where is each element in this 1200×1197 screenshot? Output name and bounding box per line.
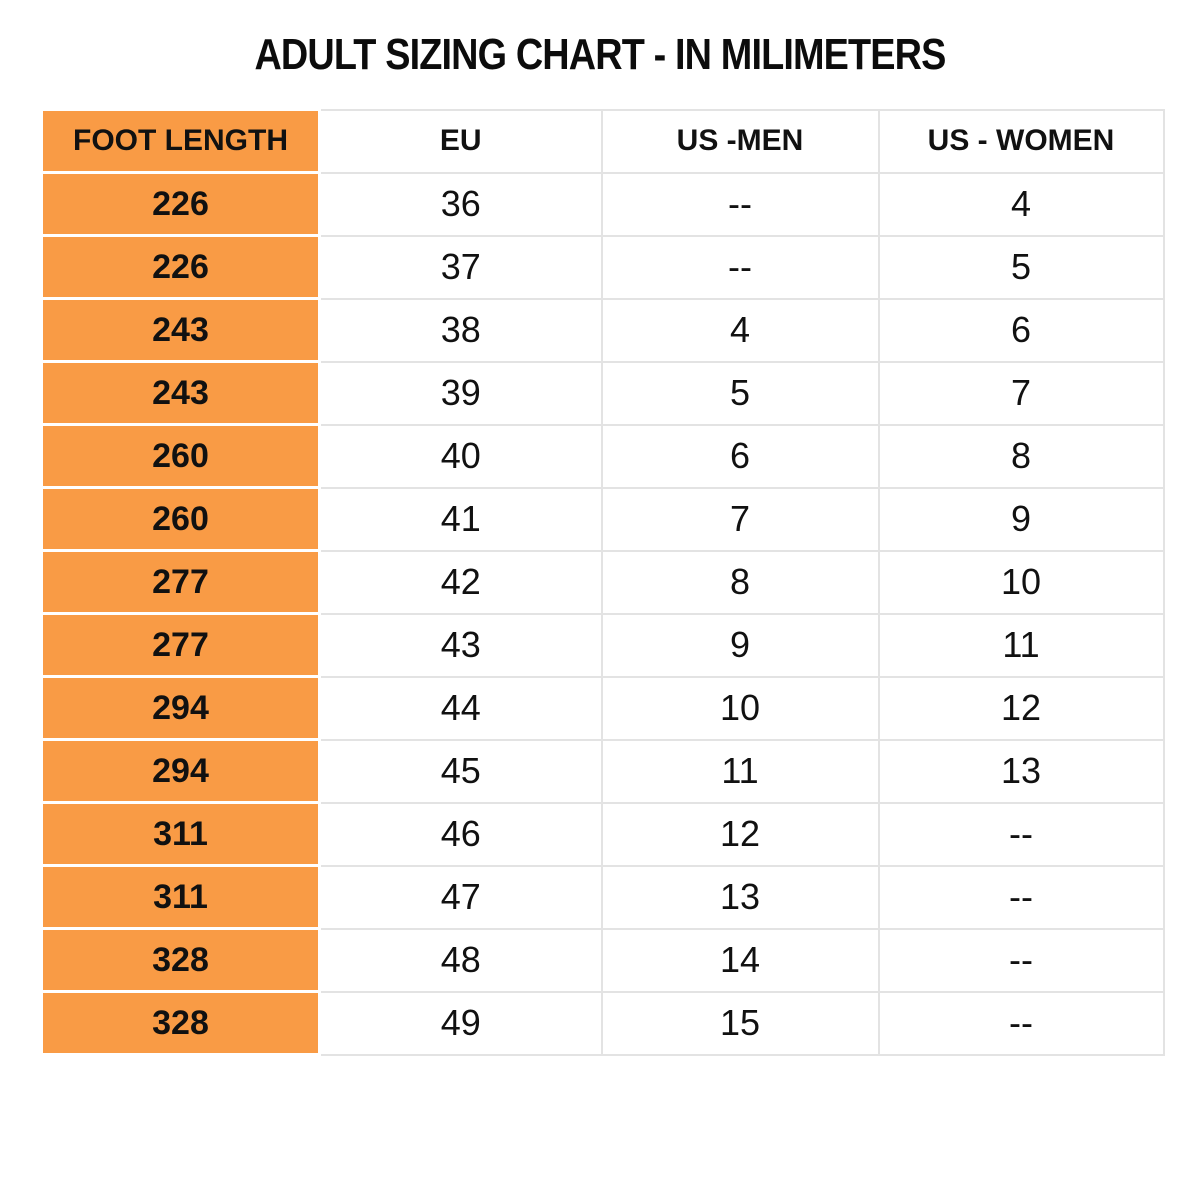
size-value-cell: 4	[877, 171, 1165, 237]
table-row: 311 47 13 --	[40, 864, 1165, 930]
table-row: 243 39 5 7	[40, 360, 1165, 426]
column-header-us-men: US -MEN	[600, 108, 880, 174]
table-row: 277 42 8 10	[40, 549, 1165, 615]
size-value-cell: 49	[318, 990, 603, 1056]
size-value-cell: --	[600, 234, 880, 300]
foot-length-cell: 226	[40, 171, 321, 237]
size-value-cell: 5	[600, 360, 880, 426]
header-row: FOOT LENGTH EU US -MEN US - WOMEN	[40, 108, 1165, 174]
size-value-cell: 6	[877, 297, 1165, 363]
size-value-cell: 40	[318, 423, 603, 489]
page-title: ADULT SIZING CHART - IN MILIMETERS	[254, 30, 946, 79]
table-row: 226 37 -- 5	[40, 234, 1165, 300]
size-value-cell: 13	[600, 864, 880, 930]
table-row: 328 48 14 --	[40, 927, 1165, 993]
size-value-cell: 12	[600, 801, 880, 867]
size-value-cell: 41	[318, 486, 603, 552]
foot-length-cell: 260	[40, 486, 321, 552]
foot-length-cell: 243	[40, 360, 321, 426]
size-value-cell: 8	[600, 549, 880, 615]
size-value-cell: 43	[318, 612, 603, 678]
size-value-cell: --	[877, 864, 1165, 930]
size-value-cell: 5	[877, 234, 1165, 300]
size-value-cell: 10	[877, 549, 1165, 615]
table-row: 277 43 9 11	[40, 612, 1165, 678]
size-value-cell: 9	[600, 612, 880, 678]
foot-length-cell: 311	[40, 864, 321, 930]
table-row: 243 38 4 6	[40, 297, 1165, 363]
sizing-table: FOOT LENGTH EU US -MEN US - WOMEN 226 36 -- 4 2…	[40, 108, 1165, 1056]
foot-length-cell: 277	[40, 612, 321, 678]
size-value-cell: 45	[318, 738, 603, 804]
foot-length-cell: 277	[40, 549, 321, 615]
size-value-cell: 7	[600, 486, 880, 552]
table-body: 226 36 -- 4 226 37 -- 5 243 38 4 6 243 39 5 7 260 40 6 8 260…	[40, 171, 1165, 1056]
size-value-cell: 15	[600, 990, 880, 1056]
table-row: 294 45 11 13	[40, 738, 1165, 804]
column-header-eu: EU	[318, 108, 603, 174]
foot-length-cell: 260	[40, 423, 321, 489]
size-value-cell: --	[877, 927, 1165, 993]
foot-length-cell: 294	[40, 738, 321, 804]
size-value-cell: 10	[600, 675, 880, 741]
size-value-cell: --	[877, 990, 1165, 1056]
table-row: 311 46 12 --	[40, 801, 1165, 867]
table-row: 226 36 -- 4	[40, 171, 1165, 237]
size-value-cell: 47	[318, 864, 603, 930]
size-value-cell: 7	[877, 360, 1165, 426]
size-value-cell: --	[600, 171, 880, 237]
size-value-cell: 13	[877, 738, 1165, 804]
size-value-cell: --	[877, 801, 1165, 867]
size-value-cell: 44	[318, 675, 603, 741]
size-value-cell: 11	[600, 738, 880, 804]
size-value-cell: 14	[600, 927, 880, 993]
size-value-cell: 39	[318, 360, 603, 426]
foot-length-cell: 243	[40, 297, 321, 363]
size-value-cell: 12	[877, 675, 1165, 741]
size-value-cell: 36	[318, 171, 603, 237]
foot-length-cell: 226	[40, 234, 321, 300]
size-value-cell: 37	[318, 234, 603, 300]
foot-length-cell: 328	[40, 927, 321, 993]
table-row: 328 49 15 --	[40, 990, 1165, 1056]
table-row: 260 41 7 9	[40, 486, 1165, 552]
size-value-cell: 9	[877, 486, 1165, 552]
foot-length-cell: 294	[40, 675, 321, 741]
size-value-cell: 48	[318, 927, 603, 993]
column-header-us-women: US - WOMEN	[877, 108, 1165, 174]
foot-length-cell: 311	[40, 801, 321, 867]
size-value-cell: 46	[318, 801, 603, 867]
table-row: 294 44 10 12	[40, 675, 1165, 741]
size-value-cell: 38	[318, 297, 603, 363]
table-row: 260 40 6 8	[40, 423, 1165, 489]
size-value-cell: 42	[318, 549, 603, 615]
size-value-cell: 6	[600, 423, 880, 489]
size-value-cell: 4	[600, 297, 880, 363]
size-value-cell: 8	[877, 423, 1165, 489]
foot-length-cell: 328	[40, 990, 321, 1056]
size-value-cell: 11	[877, 612, 1165, 678]
column-header-foot-length: FOOT LENGTH	[40, 108, 321, 174]
